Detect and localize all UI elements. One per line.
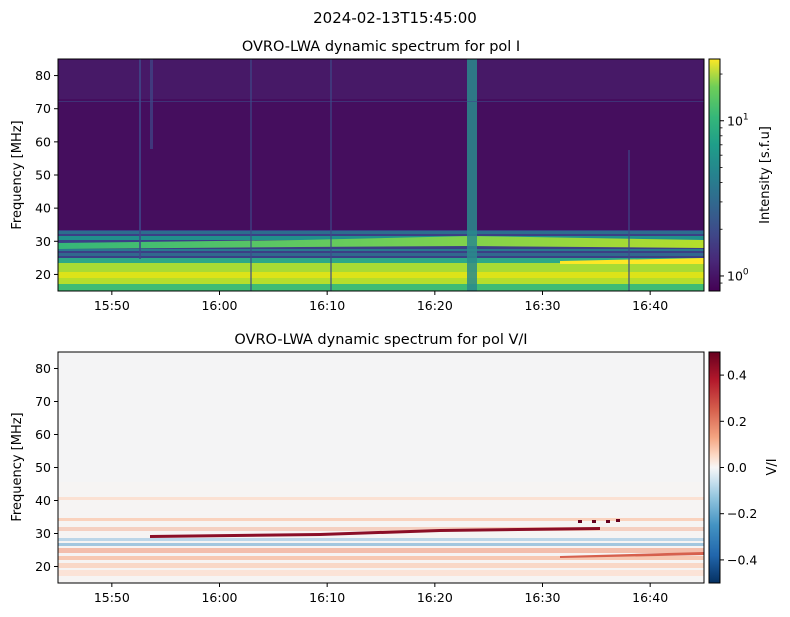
x-tick-label: 16:00 [201,298,237,313]
spectrogram-pol-i [58,59,704,291]
x-tick-label: 16:20 [417,590,453,605]
colorbar-viridis [708,58,721,292]
colorbar-tick-label: 0.4 [727,368,747,383]
x-axis-ticks: 15:50 16:00 16:10 16:20 16:30 16:40 [94,583,668,605]
colorbar-tick-label: 100 [727,267,749,283]
y-tick-label: 80 [35,361,51,376]
y-axis-ticks: 20 30 40 50 60 70 80 [35,361,58,574]
spectrogram-pol-vi [58,352,704,583]
colorbar-tick-label: 0.2 [727,414,747,429]
panel-1-title: OVRO-LWA dynamic spectrum for pol I [242,39,520,55]
x-tick-label: 16:10 [309,298,345,313]
colorbar-tick-label: 101 [727,112,749,128]
colorbar-ticks: −0.4 −0.2 0.0 0.2 0.4 [720,368,757,567]
x-tick-label: 15:50 [94,298,130,313]
x-tick-label: 16:30 [524,590,560,605]
colorbar-label: V/I [765,458,780,475]
x-tick-label: 16:40 [632,590,668,605]
y-tick-label: 50 [35,460,51,475]
panel-2-title: OVRO-LWA dynamic spectrum for pol V/I [234,332,527,348]
x-tick-label: 16:30 [524,298,560,313]
colorbar-tick-label: −0.2 [727,506,757,521]
y-tick-label: 60 [35,427,51,442]
y-tick-label: 40 [35,201,51,216]
x-tick-label: 16:40 [632,298,668,313]
y-tick-label: 70 [35,394,51,409]
panel-pol-i: OVRO-LWA dynamic spectrum for pol I [10,39,773,313]
panel-pol-vi: OVRO-LWA dynamic spectrum for pol V/I 20… [10,332,780,605]
colorbar-ticks: 100 101 [720,73,749,284]
figure-suptitle: 2024-02-13T15:45:00 [313,9,477,27]
x-tick-label: 16:00 [201,590,237,605]
y-tick-label: 30 [35,526,51,541]
colorbar-rdbu [708,351,721,584]
colorbar-tick-label: −0.4 [727,552,757,567]
y-tick-label: 60 [35,134,51,149]
x-axis-ticks: 15:50 16:00 16:10 16:20 16:30 16:40 [94,291,668,313]
y-tick-label: 20 [35,267,51,282]
y-axis-ticks: 20 30 40 50 60 70 80 [35,68,58,282]
y-tick-label: 80 [35,68,51,83]
y-axis-label: Frequency [MHz] [10,120,25,229]
y-tick-label: 20 [35,559,51,574]
y-axis-label: Frequency [MHz] [10,412,25,521]
x-tick-label: 16:10 [309,590,345,605]
y-tick-label: 30 [35,234,51,249]
y-tick-label: 50 [35,168,51,183]
colorbar-label: Intensity [s.f.u] [758,126,773,224]
y-tick-label: 70 [35,101,51,116]
x-tick-label: 16:20 [417,298,453,313]
x-tick-label: 15:50 [94,590,130,605]
y-tick-label: 40 [35,493,51,508]
colorbar-tick-label: 0.0 [727,460,747,475]
